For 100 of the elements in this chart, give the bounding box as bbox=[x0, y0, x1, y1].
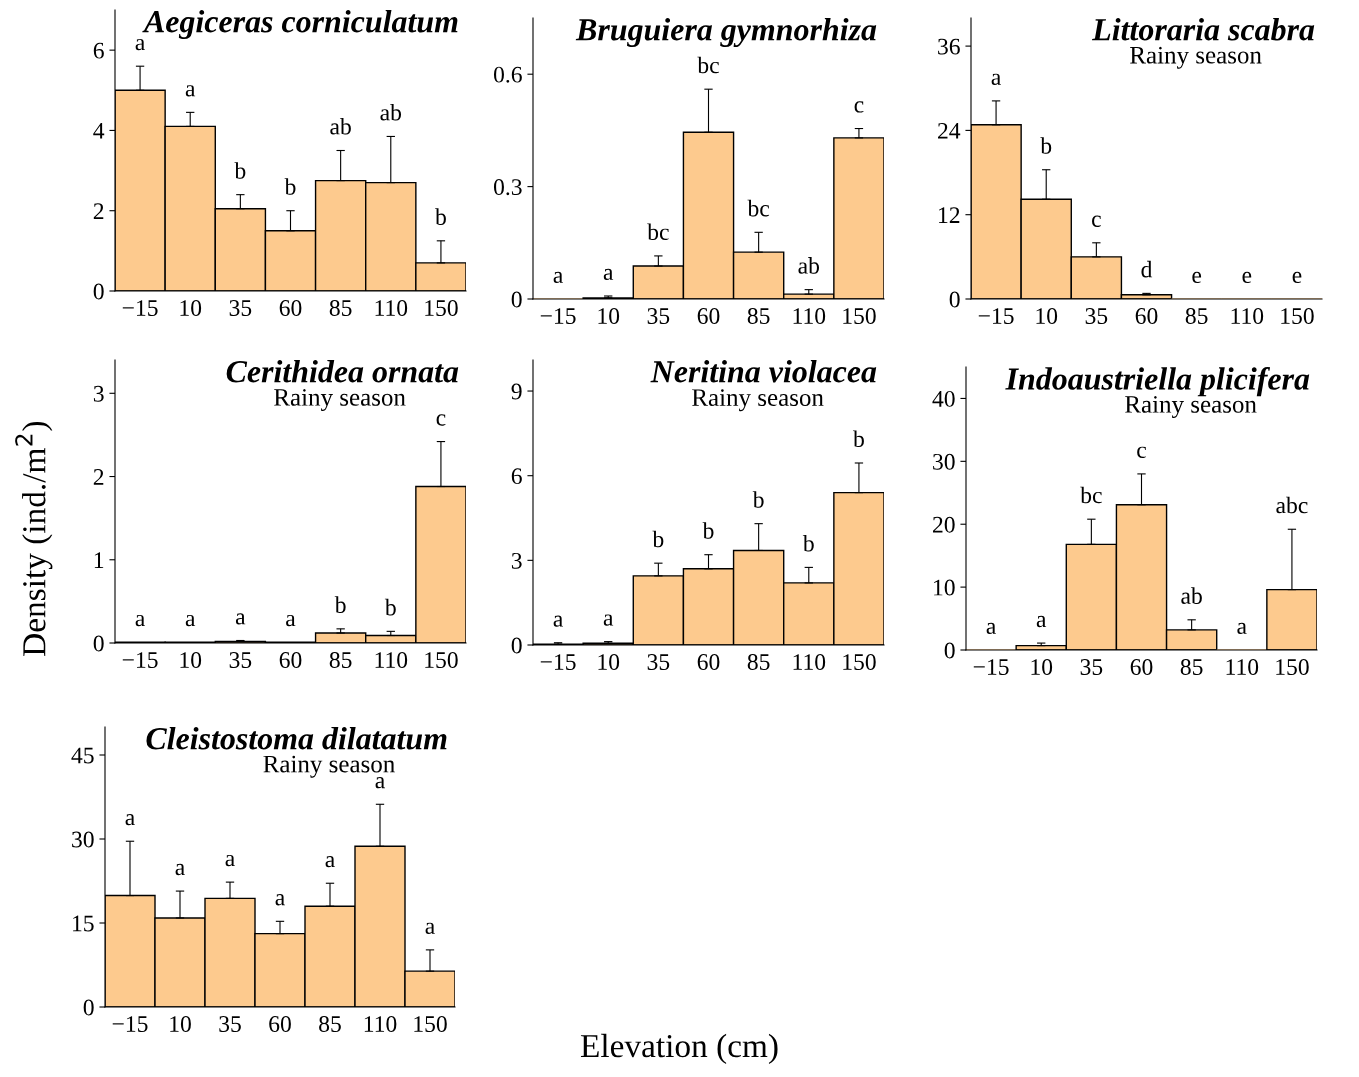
x-tick-label: 150 bbox=[414, 1016, 447, 1032]
y-tick-label: 0 bbox=[949, 291, 960, 308]
y-tick-label: 15 bbox=[73, 915, 94, 932]
y-tick-label: 0 bbox=[93, 635, 104, 652]
x-tick-label: −15 bbox=[122, 300, 158, 316]
chart-title: Aegiceras corniculatum bbox=[142, 10, 458, 39]
x-tick-label: 150 bbox=[1281, 308, 1314, 324]
x-tick-label: 150 bbox=[425, 652, 458, 668]
x-tick-label: 85 bbox=[1180, 659, 1203, 675]
x-tick-label: −15 bbox=[973, 659, 1009, 675]
annotation: a bbox=[235, 613, 246, 625]
x-tick-label: −15 bbox=[540, 308, 576, 324]
x-tick-label: 85 bbox=[747, 654, 770, 670]
annotation: a bbox=[185, 614, 196, 627]
x-tick-label: 85 bbox=[747, 308, 770, 324]
annotation: b bbox=[853, 430, 864, 448]
x-tick-label: 110 bbox=[793, 308, 826, 324]
x-tick-label: 10 bbox=[598, 308, 620, 324]
x-tick-label: −15 bbox=[122, 652, 158, 668]
annotation: a bbox=[135, 38, 145, 51]
y-tick-label: 0 bbox=[93, 283, 104, 300]
annotation: e bbox=[1192, 271, 1202, 284]
text: Rainy season bbox=[1125, 396, 1257, 418]
annotation: a bbox=[185, 85, 196, 97]
y-tick-label: 0.3 bbox=[493, 179, 522, 196]
x-tick-label: 110 bbox=[793, 654, 826, 670]
x-tick-label: 150 bbox=[843, 308, 876, 324]
x-tick-label: 110 bbox=[1226, 659, 1259, 675]
annotation: a bbox=[603, 614, 614, 626]
chart-title: Neritina violacea bbox=[650, 360, 877, 383]
chart-title: Cleistostoma dilatatum bbox=[146, 727, 447, 750]
y-tick-label: 0 bbox=[944, 642, 955, 659]
annotation: c bbox=[1092, 215, 1101, 227]
x-tick-label: 60 bbox=[1135, 308, 1158, 324]
x-tick-label: 35 bbox=[229, 300, 252, 316]
x-tick-label: 60 bbox=[279, 300, 302, 316]
text: Rainy season bbox=[692, 389, 824, 412]
annotation: bc bbox=[747, 199, 770, 217]
y-tick-label: 2 bbox=[93, 469, 104, 485]
x-tick-label: 60 bbox=[697, 308, 720, 324]
x-tick-label: 35 bbox=[647, 654, 670, 670]
annotation: d bbox=[1141, 260, 1153, 278]
y-tick-label: 0 bbox=[511, 637, 522, 654]
annotation: c bbox=[1137, 446, 1147, 458]
y-tick-label: 30 bbox=[933, 453, 955, 470]
y-tick-label: 36 bbox=[938, 38, 960, 55]
annotation: a bbox=[603, 268, 614, 281]
annotation: a bbox=[553, 271, 563, 284]
annotation: b bbox=[1040, 137, 1052, 154]
x-tick-label: 110 bbox=[375, 652, 408, 668]
x-tick-label: 10 bbox=[180, 652, 202, 668]
text: Rainy season bbox=[274, 389, 406, 411]
annotation: bc bbox=[697, 56, 719, 74]
x-tick-label: 10 bbox=[170, 1016, 191, 1032]
x-tick-label: 35 bbox=[647, 308, 670, 324]
annotation: a bbox=[325, 856, 335, 868]
annotation: a bbox=[1237, 622, 1247, 635]
x-tick-label: 85 bbox=[329, 300, 352, 316]
x-tick-label: 60 bbox=[279, 652, 302, 668]
annotation: e bbox=[1292, 271, 1302, 284]
annotation: ab bbox=[380, 103, 402, 121]
annotation: c bbox=[436, 414, 446, 426]
y-tick-label: 1 bbox=[94, 552, 104, 568]
annotation: bc bbox=[1080, 486, 1102, 504]
x-tick-label: 150 bbox=[1276, 659, 1309, 675]
annotation: b bbox=[384, 598, 396, 616]
x-tick-label: 110 bbox=[375, 300, 408, 316]
x-tick-label: 60 bbox=[1130, 659, 1153, 675]
x-axis-title: Elevation (cm) bbox=[580, 1033, 778, 1065]
text: Rainy season bbox=[1130, 46, 1262, 69]
x-tick-label: −15 bbox=[112, 1016, 148, 1032]
x-tick-label: 85 bbox=[1185, 308, 1208, 324]
annotation: abc bbox=[1276, 496, 1308, 514]
annotation: a bbox=[375, 777, 385, 789]
annotation: a bbox=[1036, 615, 1047, 628]
x-tick-label: 150 bbox=[425, 300, 458, 316]
annotation: b bbox=[234, 162, 246, 179]
annotation: c bbox=[854, 101, 864, 113]
x-tick-label: 110 bbox=[364, 1016, 397, 1032]
x-tick-label: 35 bbox=[1080, 659, 1103, 675]
y-tick-label: 9 bbox=[511, 383, 522, 400]
x-tick-label: 85 bbox=[329, 652, 352, 668]
y-tick-label: 0 bbox=[511, 291, 522, 308]
y-tick-label: 0 bbox=[83, 999, 94, 1016]
x-tick-label: 35 bbox=[219, 1016, 241, 1032]
annotation: b bbox=[802, 534, 814, 552]
annotation: ab bbox=[798, 257, 820, 274]
annotation: a bbox=[553, 615, 563, 627]
chart-title: Littoraria scabra bbox=[1092, 18, 1315, 41]
x-tick-label: 150 bbox=[843, 654, 876, 670]
y-tick-label: 2 bbox=[93, 203, 104, 219]
y-tick-label: 6 bbox=[93, 42, 104, 59]
y-tick-label: 0.6 bbox=[493, 66, 522, 83]
annotation: a bbox=[135, 614, 145, 627]
y-tick-label: 3 bbox=[93, 385, 104, 402]
y-tick-label: 6 bbox=[511, 468, 522, 485]
x-tick-label: −15 bbox=[540, 654, 576, 670]
x-tick-label: 10 bbox=[1031, 659, 1053, 675]
annotation: b bbox=[435, 208, 446, 225]
annotation: b bbox=[702, 522, 714, 539]
